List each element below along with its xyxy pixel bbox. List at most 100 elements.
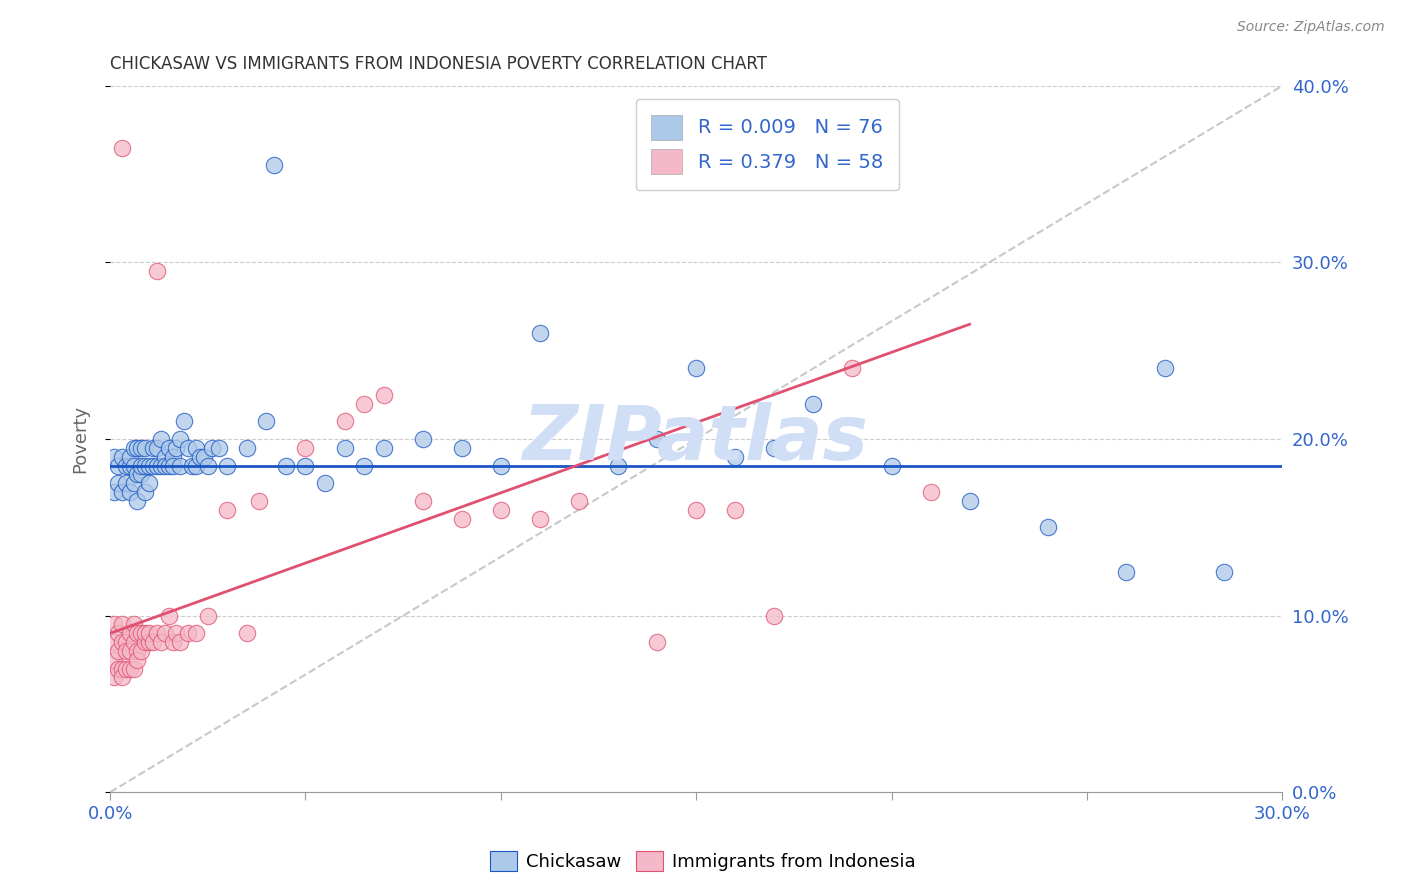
Point: [107, 458, 129, 473]
Point: [247, 494, 270, 508]
Point: [489, 458, 512, 473]
Point: [111, 635, 134, 649]
Point: [645, 432, 668, 446]
Point: [724, 502, 747, 516]
Point: [122, 458, 145, 473]
Point: [134, 635, 156, 649]
Point: [134, 485, 156, 500]
Point: [294, 441, 316, 455]
Point: [122, 617, 145, 632]
Point: [236, 626, 259, 640]
Point: [450, 441, 472, 455]
Legend: Chickasaw, Immigrants from Indonesia: Chickasaw, Immigrants from Indonesia: [484, 844, 922, 879]
Point: [138, 458, 160, 473]
Text: ZIPatlas: ZIPatlas: [523, 402, 869, 476]
Point: [134, 441, 156, 455]
Point: [162, 458, 184, 473]
Point: [122, 662, 145, 676]
Point: [118, 458, 141, 473]
Point: [333, 414, 356, 428]
Point: [122, 635, 145, 649]
Point: [314, 476, 336, 491]
Point: [146, 626, 169, 640]
Point: [529, 511, 551, 525]
Point: [177, 626, 200, 640]
Point: [107, 476, 129, 491]
Point: [801, 397, 824, 411]
Point: [114, 635, 136, 649]
Point: [146, 264, 169, 278]
Point: [107, 644, 129, 658]
Y-axis label: Poverty: Poverty: [72, 405, 89, 473]
Point: [149, 458, 172, 473]
Point: [131, 626, 153, 640]
Point: [138, 476, 160, 491]
Point: [353, 397, 375, 411]
Point: [127, 644, 149, 658]
Text: CHICKASAW VS IMMIGRANTS FROM INDONESIA POVERTY CORRELATION CHART: CHICKASAW VS IMMIGRANTS FROM INDONESIA P…: [110, 55, 768, 73]
Point: [138, 626, 160, 640]
Point: [122, 441, 145, 455]
Text: Source: ZipAtlas.com: Source: ZipAtlas.com: [1237, 20, 1385, 34]
Point: [685, 361, 707, 376]
Point: [149, 635, 172, 649]
Point: [103, 485, 125, 500]
Point: [127, 626, 149, 640]
Point: [568, 494, 591, 508]
Point: [166, 441, 188, 455]
Point: [197, 608, 219, 623]
Point: [114, 644, 136, 658]
Point: [114, 662, 136, 676]
Point: [208, 441, 231, 455]
Point: [103, 617, 125, 632]
Point: [131, 644, 153, 658]
Point: [294, 458, 316, 473]
Point: [353, 458, 375, 473]
Point: [685, 502, 707, 516]
Point: [131, 467, 153, 482]
Point: [122, 476, 145, 491]
Point: [1212, 565, 1234, 579]
Point: [142, 635, 165, 649]
Point: [373, 388, 395, 402]
Point: [489, 502, 512, 516]
Point: [169, 635, 191, 649]
Point: [131, 441, 153, 455]
Point: [169, 432, 191, 446]
Point: [118, 662, 141, 676]
Point: [114, 476, 136, 491]
Point: [166, 626, 188, 640]
Point: [607, 458, 630, 473]
Point: [111, 140, 134, 154]
Point: [217, 502, 239, 516]
Point: [134, 626, 156, 640]
Point: [1154, 361, 1177, 376]
Point: [412, 494, 434, 508]
Point: [217, 458, 239, 473]
Point: [138, 635, 160, 649]
Point: [193, 450, 215, 464]
Point: [236, 441, 259, 455]
Point: [333, 441, 356, 455]
Point: [146, 441, 169, 455]
Point: [450, 511, 472, 525]
Point: [959, 494, 981, 508]
Point: [162, 450, 184, 464]
Point: [763, 441, 786, 455]
Point: [157, 608, 180, 623]
Point: [157, 458, 180, 473]
Legend: R = 0.009   N = 76, R = 0.379   N = 58: R = 0.009 N = 76, R = 0.379 N = 58: [636, 99, 898, 190]
Point: [127, 494, 149, 508]
Point: [142, 441, 165, 455]
Point: [197, 458, 219, 473]
Point: [111, 671, 134, 685]
Point: [118, 626, 141, 640]
Point: [111, 617, 134, 632]
Point: [153, 450, 176, 464]
Point: [529, 326, 551, 340]
Point: [188, 450, 211, 464]
Point: [162, 635, 184, 649]
Point: [1036, 520, 1059, 534]
Point: [118, 644, 141, 658]
Point: [880, 458, 903, 473]
